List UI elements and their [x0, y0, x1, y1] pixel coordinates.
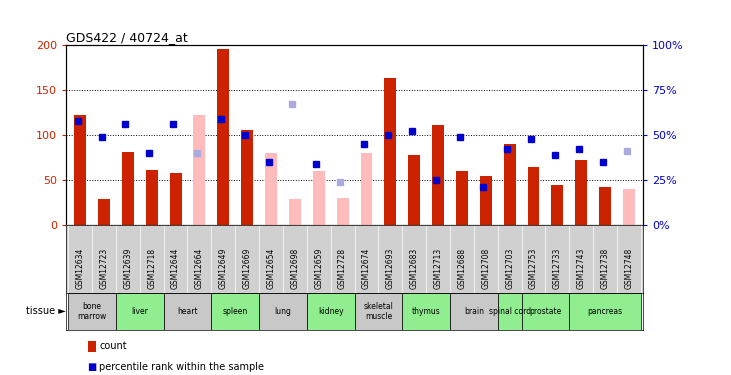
Text: GSM12683: GSM12683 — [409, 248, 419, 289]
Bar — [211, 292, 259, 330]
Text: GSM12713: GSM12713 — [433, 248, 442, 289]
Text: percentile rank within the sample: percentile rank within the sample — [99, 362, 265, 372]
Bar — [307, 292, 355, 330]
Bar — [194, 115, 205, 225]
Text: prostate: prostate — [529, 307, 561, 316]
Bar — [259, 292, 307, 330]
Text: GSM12639: GSM12639 — [124, 248, 132, 289]
Text: bone
marrow: bone marrow — [77, 302, 107, 321]
Bar — [313, 171, 325, 225]
Bar — [265, 153, 277, 225]
Bar — [575, 160, 587, 225]
Bar — [170, 173, 181, 225]
Text: GSM12698: GSM12698 — [290, 248, 300, 289]
Bar — [68, 292, 116, 330]
Bar — [337, 198, 349, 225]
Text: GSM12718: GSM12718 — [147, 248, 156, 289]
Bar — [217, 49, 230, 225]
Bar — [241, 130, 253, 225]
Text: count: count — [99, 341, 127, 351]
Text: GSM12664: GSM12664 — [195, 248, 204, 289]
Bar — [456, 171, 468, 225]
Text: ■: ■ — [88, 362, 96, 372]
Text: GSM12733: GSM12733 — [553, 248, 562, 289]
Bar — [522, 292, 569, 330]
Text: GSM12728: GSM12728 — [338, 248, 347, 289]
Text: pancreas: pancreas — [588, 307, 623, 316]
Bar — [289, 199, 301, 225]
Text: thymus: thymus — [412, 307, 441, 316]
Bar — [599, 187, 611, 225]
Text: heart: heart — [177, 307, 198, 316]
Text: GDS422 / 40724_at: GDS422 / 40724_at — [66, 31, 188, 44]
Bar — [122, 152, 134, 225]
Text: spinal cord: spinal cord — [488, 307, 531, 316]
Text: GSM12748: GSM12748 — [624, 248, 634, 289]
Text: GSM12659: GSM12659 — [314, 248, 323, 289]
Text: GSM12743: GSM12743 — [577, 248, 586, 289]
Text: skeletal
muscle: skeletal muscle — [363, 302, 393, 321]
Text: GSM12753: GSM12753 — [529, 248, 538, 289]
Bar — [408, 155, 420, 225]
Bar — [355, 292, 402, 330]
Text: GSM12703: GSM12703 — [505, 248, 514, 289]
Text: liver: liver — [132, 307, 148, 316]
Bar — [432, 125, 444, 225]
Text: GSM12634: GSM12634 — [75, 248, 85, 289]
Bar — [385, 78, 396, 225]
Bar — [74, 115, 86, 225]
Text: GSM12654: GSM12654 — [267, 248, 276, 289]
Bar — [551, 185, 564, 225]
Text: GSM12644: GSM12644 — [171, 248, 180, 289]
Text: GSM12738: GSM12738 — [601, 248, 610, 289]
Bar — [569, 292, 641, 330]
Bar — [164, 292, 211, 330]
Bar — [360, 153, 372, 225]
Text: GSM12649: GSM12649 — [219, 248, 228, 289]
Text: brain: brain — [464, 307, 484, 316]
Bar — [623, 189, 635, 225]
Text: GSM12674: GSM12674 — [362, 248, 371, 289]
Bar — [528, 166, 539, 225]
Text: GSM12693: GSM12693 — [386, 248, 395, 289]
Text: GSM12723: GSM12723 — [99, 248, 108, 289]
Text: kidney: kidney — [318, 307, 344, 316]
Text: lung: lung — [275, 307, 292, 316]
Bar — [480, 176, 492, 225]
Bar — [116, 292, 164, 330]
Text: GSM12669: GSM12669 — [243, 248, 251, 289]
Text: spleen: spleen — [223, 307, 248, 316]
Bar — [145, 170, 158, 225]
Text: GSM12688: GSM12688 — [458, 248, 466, 289]
Bar — [498, 292, 522, 330]
Bar — [504, 144, 515, 225]
Bar — [98, 199, 110, 225]
Bar — [450, 292, 498, 330]
Text: tissue ►: tissue ► — [26, 306, 65, 316]
Text: GSM12708: GSM12708 — [481, 248, 491, 289]
Bar — [402, 292, 450, 330]
